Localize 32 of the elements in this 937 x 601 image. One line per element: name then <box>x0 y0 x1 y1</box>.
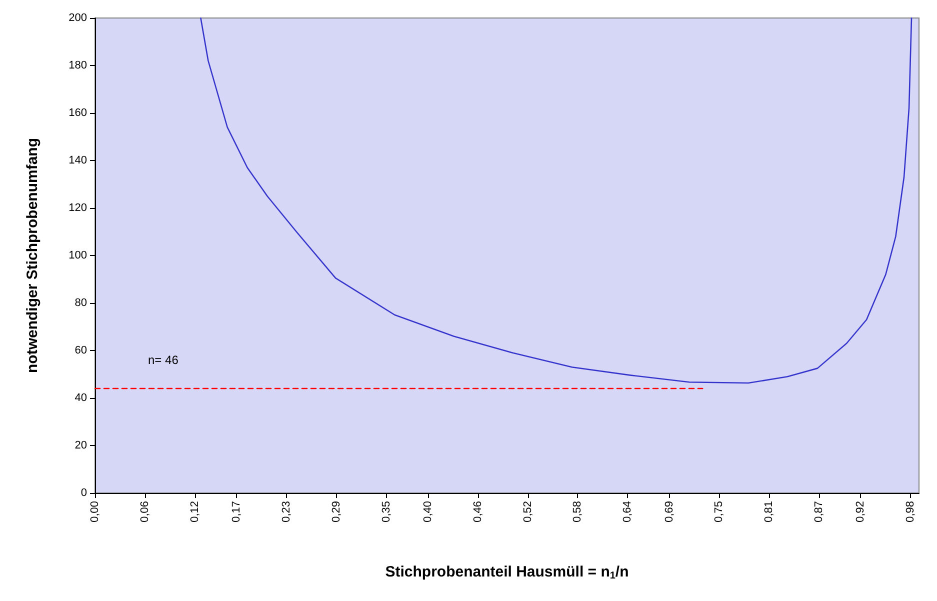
x-tick-label: 0,00 <box>89 501 101 522</box>
x-tick-label: 0,46 <box>472 501 484 522</box>
x-tick-label: 0,75 <box>713 501 726 522</box>
y-tick-label: 80 <box>74 297 87 309</box>
x-tick-label: 0,17 <box>230 501 242 522</box>
x-tick-label: 0,64 <box>622 501 634 522</box>
x-tick-label: 0,12 <box>188 501 201 522</box>
y-tick-label: 120 <box>68 202 87 214</box>
x-tick-label: 0,81 <box>763 501 776 522</box>
y-tick-label: 180 <box>68 60 87 72</box>
y-tick-label: 200 <box>68 12 87 24</box>
y-tick-label: 20 <box>74 440 87 452</box>
x-tick-label: 0,52 <box>522 501 534 522</box>
x-tick-label: 0,29 <box>330 501 342 522</box>
line-series <box>200 17 912 384</box>
x-tick-label: 0,35 <box>380 501 392 522</box>
y-tick-label: 140 <box>68 154 87 166</box>
annotation: n= 46 <box>148 353 179 367</box>
x-tick-label: 0,69 <box>663 501 676 522</box>
y-tick-label: 0 <box>80 487 87 499</box>
x-tick-label: 0,98 <box>904 501 917 522</box>
y-tick-label: 160 <box>68 107 87 119</box>
x-tick-label: 0,87 <box>813 501 826 522</box>
x-tick-label: 0,23 <box>280 501 292 522</box>
y-tick-label: 60 <box>74 344 87 356</box>
x-tick-label: 0,58 <box>572 501 584 522</box>
y-tick-label: 100 <box>68 250 87 262</box>
x-tick-label: 0,92 <box>854 501 867 522</box>
x-tick-label: 0,40 <box>422 501 434 522</box>
y-axis-title: notwendiger Stichprobenumfang <box>24 138 41 373</box>
x-tick-label: 0,06 <box>138 501 151 522</box>
y-tick-label: 40 <box>74 392 87 404</box>
